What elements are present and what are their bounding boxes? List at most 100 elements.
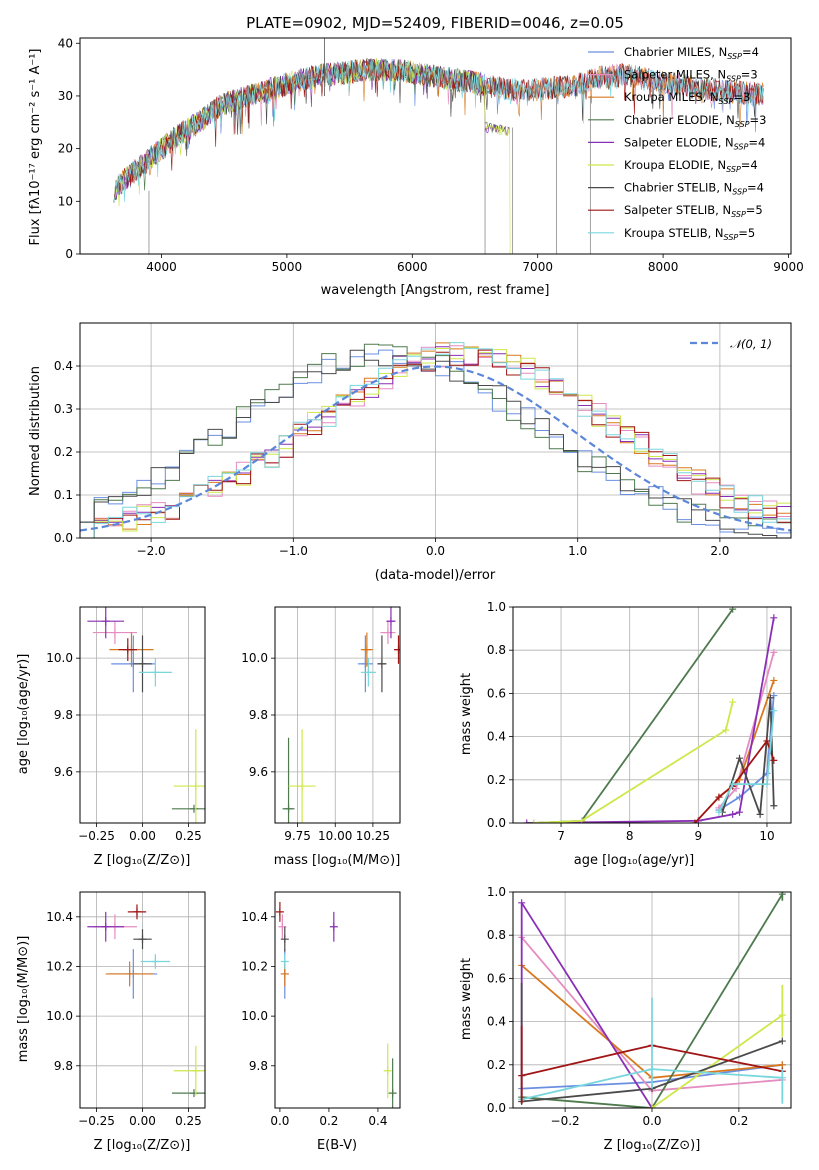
axes-frame bbox=[79, 606, 206, 824]
residual-ylabel: Normed distribution bbox=[28, 366, 43, 496]
mass-z-ylabel: mass [log₁₀(M/M⊙)] bbox=[16, 936, 31, 1063]
data-point bbox=[364, 668, 373, 677]
axes-frame bbox=[512, 606, 792, 824]
y-tick-label: 0.2 bbox=[54, 445, 73, 459]
y-tick-label: 0.0 bbox=[487, 816, 506, 830]
y-tick-label: 0.6 bbox=[487, 686, 506, 700]
weight-point bbox=[766, 694, 774, 702]
spectrum-line bbox=[113, 58, 764, 203]
legend-subscript: SSP bbox=[735, 120, 750, 129]
legend-count: =5 bbox=[746, 203, 763, 217]
x-tick-label: 2.0 bbox=[710, 544, 729, 558]
legend-count: =4 bbox=[742, 45, 759, 59]
data-point bbox=[151, 668, 160, 677]
y-tick-label: 10.0 bbox=[46, 651, 73, 665]
weight-point bbox=[648, 1104, 656, 1108]
mass-z-xlabel: Z [log₁₀(Z/Z⊙)] bbox=[94, 1138, 191, 1153]
x-tick-label: −0.2 bbox=[551, 1114, 580, 1128]
legend-count: =4 bbox=[741, 158, 758, 172]
weight-line bbox=[718, 710, 775, 813]
x-tick-label: 10.25 bbox=[356, 829, 390, 843]
weight-point bbox=[770, 802, 778, 810]
data-point bbox=[329, 922, 338, 931]
x-tick-label: −0.25 bbox=[78, 1114, 115, 1128]
axes-frame bbox=[79, 37, 792, 255]
y-tick-label: 9.6 bbox=[249, 765, 268, 779]
weight-point bbox=[729, 780, 737, 788]
plot-area-5 bbox=[87, 904, 205, 1098]
weight-point bbox=[770, 707, 778, 715]
legend-count: =4 bbox=[748, 135, 765, 149]
data-point bbox=[377, 659, 386, 668]
legend-label: Kroupa MILES, N bbox=[624, 90, 719, 104]
x-tick-label: 0.0 bbox=[270, 1114, 289, 1128]
x-tick-label: 10 bbox=[759, 829, 774, 843]
y-tick-label: 0.6 bbox=[487, 971, 506, 985]
x-tick-label: 6000 bbox=[397, 260, 428, 274]
y-tick-label: 10.2 bbox=[46, 959, 73, 973]
legend-label: Chabrier ELODIE, N bbox=[624, 113, 735, 127]
x-tick-label: 9 bbox=[695, 829, 703, 843]
weight-line bbox=[533, 701, 734, 823]
axes-frame bbox=[274, 891, 401, 1109]
data-point bbox=[362, 645, 371, 654]
y-tick-label: 10.0 bbox=[241, 1009, 268, 1023]
weight-age-ylabel: mass weight bbox=[459, 673, 474, 755]
panel-5: −0.25 0.00 0.25 9.8 10.0 10.2 10.4 bbox=[46, 892, 205, 1128]
weight-point bbox=[523, 819, 531, 823]
spectrum-ylabel: Flux [fλ10⁻¹⁷ erg cm⁻² s⁻¹ A⁻¹] bbox=[28, 49, 43, 246]
legend-label: Salpeter MILES, N bbox=[624, 68, 726, 82]
y-tick-label: 10.0 bbox=[241, 651, 268, 665]
x-tick-label: 9.75 bbox=[284, 829, 311, 843]
y-tick-label: 10.4 bbox=[241, 910, 268, 924]
data-point bbox=[388, 1089, 397, 1098]
weight-point bbox=[530, 819, 538, 823]
data-point bbox=[284, 804, 293, 813]
weight-point bbox=[770, 614, 778, 622]
legend-count: =5 bbox=[738, 226, 755, 240]
panel-6: 0.0 0.2 0.4 9.8 10.0 10.2 10.4 bbox=[241, 901, 397, 1128]
legend-subscript: SSP bbox=[726, 165, 741, 174]
plot-area-4 bbox=[523, 607, 778, 823]
spectrum-xlabel: wavelength [Angstrom, rest frame] bbox=[321, 283, 550, 298]
normal-curve bbox=[80, 365, 791, 532]
x-tick-label: −2.0 bbox=[137, 544, 166, 558]
panel-2: −0.25 0.00 0.25 9.6 9.8 10.0 bbox=[46, 607, 205, 843]
legend-entry: Salpeter STELIB, NSSP=5 bbox=[624, 203, 763, 219]
legend-subscript: SSP bbox=[731, 210, 746, 219]
y-tick-label: 30 bbox=[58, 89, 73, 103]
x-tick-label: −1.0 bbox=[279, 544, 308, 558]
y-tick-label: 9.8 bbox=[54, 708, 73, 722]
x-tick-label: 0.00 bbox=[129, 829, 156, 843]
panel-0: 4000 5000 6000 7000 8000 9000 0 10 20 30 40 bbox=[58, 36, 804, 274]
legend-entry: Salpeter ELODIE, NSSP=4 bbox=[624, 135, 765, 151]
x-tick-label: 10.00 bbox=[318, 829, 352, 843]
x-tick-label: −0.25 bbox=[78, 829, 115, 843]
weight-point bbox=[770, 756, 778, 764]
y-tick-label: 1.0 bbox=[487, 885, 506, 899]
legend-label: Kroupa STELIB, N bbox=[624, 226, 724, 240]
x-tick-label: 9000 bbox=[773, 260, 804, 274]
x-tick-label: 8000 bbox=[648, 260, 679, 274]
weight-line bbox=[651, 1014, 783, 1108]
legend-entry: Salpeter MILES, NSSP=3 bbox=[624, 68, 758, 84]
legend-subscript: SSP bbox=[732, 188, 747, 197]
y-tick-label: 0.4 bbox=[54, 359, 73, 373]
x-tick-label: 0.0 bbox=[642, 1114, 661, 1128]
plot-area-3 bbox=[282, 607, 400, 823]
legend-count: =3 bbox=[750, 113, 767, 127]
data-point bbox=[191, 1066, 200, 1075]
legend-label: Salpeter ELODIE, N bbox=[624, 135, 734, 149]
data-point bbox=[383, 1066, 392, 1075]
legend-entry: Kroupa ELODIE, NSSP=4 bbox=[624, 158, 758, 174]
y-tick-label: 9.8 bbox=[249, 708, 268, 722]
x-tick-label: 0.2 bbox=[319, 1114, 338, 1128]
plot-area-7 bbox=[518, 892, 786, 1108]
data-point bbox=[189, 1089, 198, 1098]
spectrum-line bbox=[113, 57, 511, 254]
y-tick-label: 0.4 bbox=[487, 730, 506, 744]
y-tick-label: 10.4 bbox=[46, 910, 73, 924]
legend-subscript: SSP bbox=[726, 75, 741, 84]
